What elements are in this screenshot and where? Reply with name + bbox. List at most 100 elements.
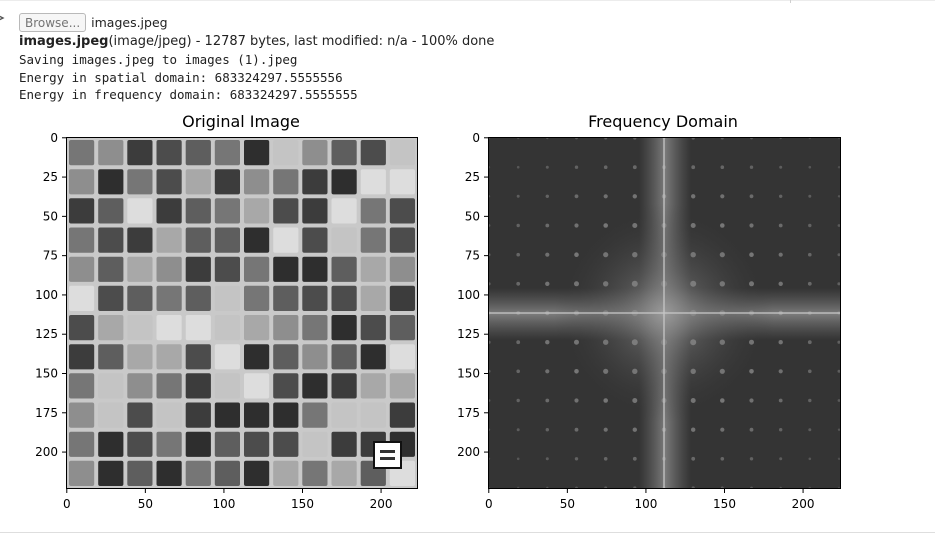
spectrum-peak xyxy=(546,486,549,488)
y-tick-label: 175 xyxy=(35,406,58,420)
spectrum-peak xyxy=(517,486,520,488)
image-tile xyxy=(127,373,153,399)
y-tick-label: 200 xyxy=(35,445,58,459)
cell-output-icon[interactable] xyxy=(0,12,7,24)
image-tile xyxy=(302,431,328,457)
x-tick-label: 50 xyxy=(138,497,153,511)
y-tick-label: 25 xyxy=(465,170,480,184)
spectrum-peak xyxy=(837,138,840,140)
image-tile xyxy=(185,344,211,370)
spectrum-peak xyxy=(808,165,812,169)
spectrum-peak xyxy=(750,486,753,488)
image-tile xyxy=(69,285,95,311)
image-tile xyxy=(98,344,124,370)
image-tile xyxy=(185,431,211,457)
image-tile xyxy=(185,169,211,195)
plot-title-frequency: Frequency Domain xyxy=(588,112,738,131)
image-tile xyxy=(156,431,182,457)
original-image xyxy=(67,138,417,488)
spectrum-peak xyxy=(720,427,725,432)
image-tile xyxy=(156,198,182,224)
image-tile xyxy=(214,285,240,311)
spectrum-peak xyxy=(837,224,840,227)
image-tile xyxy=(127,140,153,166)
image-tile xyxy=(69,169,95,195)
spectrum-peak xyxy=(808,428,812,432)
spectrum-peak xyxy=(516,223,520,228)
y-tick-label: 25 xyxy=(43,170,58,184)
image-tile xyxy=(69,373,95,399)
image-tile xyxy=(69,256,95,282)
spectrum-peak xyxy=(603,457,608,461)
spectrum-peak xyxy=(545,252,550,257)
spectrum-peak xyxy=(516,457,520,461)
cell-stdout: Saving images.jpeg to images (1).jpeg En… xyxy=(19,51,358,104)
image-tile xyxy=(69,431,95,457)
y-tick-label: 50 xyxy=(465,209,480,223)
image-tile xyxy=(185,315,211,341)
selected-file-name: images.jpeg xyxy=(91,15,168,30)
image-tile xyxy=(244,431,270,457)
plot-title-original: Original Image xyxy=(182,112,300,131)
spectrum-peak xyxy=(632,456,637,461)
image-tile xyxy=(331,344,357,370)
spectrum-peak xyxy=(516,428,520,432)
spectrum-peak xyxy=(837,428,840,431)
image-tile xyxy=(273,373,299,399)
spectrum-peak xyxy=(749,427,754,432)
spectrum-peak xyxy=(516,369,520,374)
spectrum-peak xyxy=(489,138,491,140)
spectrum-peak xyxy=(691,456,696,461)
browse-button[interactable]: Browse... xyxy=(19,13,87,32)
frequency-domain-axes xyxy=(488,137,841,489)
image-tile xyxy=(98,140,124,166)
image-tile xyxy=(389,373,415,399)
image-tile xyxy=(302,402,328,428)
image-tile xyxy=(98,256,124,282)
image-tile xyxy=(331,460,357,486)
spectrum-peak xyxy=(691,427,696,432)
image-tile xyxy=(185,402,211,428)
image-tile xyxy=(302,285,328,311)
spectrum-peak xyxy=(632,165,637,170)
spectrum-peak xyxy=(778,340,783,345)
x-tick-label: 200 xyxy=(370,497,393,511)
image-tile xyxy=(98,227,124,253)
spectrum-peak xyxy=(807,281,812,286)
spectrum-peak xyxy=(516,340,521,345)
original-image-axes xyxy=(66,137,418,489)
image-tile xyxy=(98,198,124,224)
spectrum-peak xyxy=(574,398,579,403)
spectrum-peak xyxy=(489,428,491,431)
spectrum-peak xyxy=(516,194,520,198)
image-tile xyxy=(244,256,270,282)
spectrum-peak xyxy=(574,457,579,461)
image-tile xyxy=(389,140,415,166)
image-tile xyxy=(69,140,95,166)
image-tile xyxy=(156,344,182,370)
frequency-spectrum-image xyxy=(489,138,840,488)
image-tile xyxy=(156,373,182,399)
image-tile xyxy=(360,285,386,311)
image-tile xyxy=(244,344,270,370)
top-divider-tick xyxy=(790,0,791,3)
image-tile xyxy=(302,169,328,195)
spectrum-peak xyxy=(808,457,812,461)
image-tile xyxy=(185,285,211,311)
spectrum-peak xyxy=(779,428,783,432)
spectrum-peak xyxy=(545,194,549,198)
spectrum-peak xyxy=(837,195,840,198)
image-tile xyxy=(127,256,153,282)
image-tile xyxy=(69,315,95,341)
image-tile xyxy=(98,285,124,311)
image-tile xyxy=(331,402,357,428)
image-tile xyxy=(214,140,240,166)
image-tile xyxy=(244,140,270,166)
image-tile xyxy=(127,169,153,195)
spectrum-peak xyxy=(720,457,725,461)
spectrum-peak xyxy=(632,194,637,199)
spectrum-peak xyxy=(632,427,637,432)
x-tick-label: 100 xyxy=(634,497,657,511)
image-tile xyxy=(127,285,153,311)
spectrum-peak xyxy=(604,138,608,140)
